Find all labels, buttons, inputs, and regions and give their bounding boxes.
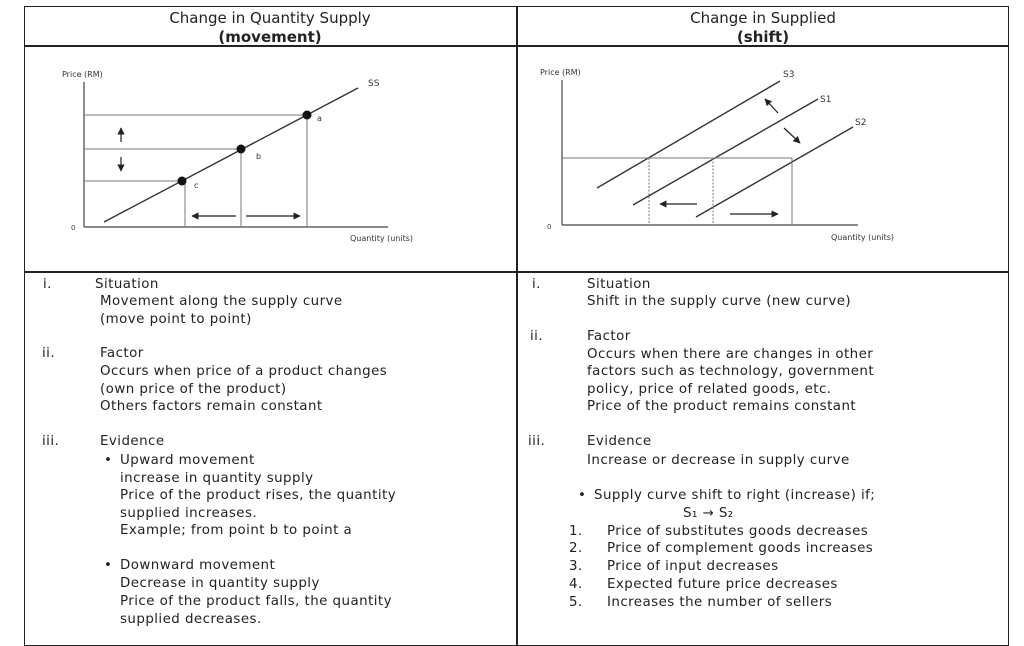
upward-movement-label: Upward movement [120,453,255,468]
right-y-label: Price (RM) [540,68,581,77]
condition-number-2: 2. [569,541,583,556]
left-factor-line-3: Others factors remain constant [100,399,323,414]
right-factor-line-4: Price of the product remains constant [587,399,857,414]
bullet-icon: • [104,453,113,468]
condition-number-3: 3. [569,559,583,574]
s1-supply-curve [632,98,819,206]
upward-line-4: Example; from point b to point a [120,523,353,538]
left-header-title: Change in Quantity Supply [169,9,371,27]
upward-line-1: increase in quantity supply [120,471,314,486]
s1-label: S1 [820,95,831,105]
shift-right-condition: Supply curve shift to right (increase) i… [594,488,876,503]
left-factor-line-1: Occurs when price of a product changes [100,364,388,379]
left-header-subtitle: (movement) [218,28,322,46]
right-factor-number: ii. [530,329,544,344]
right-situation-heading: Situation [587,277,651,292]
right-x-label: Quantity (units) [831,233,894,242]
shift-up-arrow-icon [764,98,779,114]
right-evidence-number: iii. [528,434,546,449]
condition-text-5: Increases the number of sellers [607,595,833,610]
movement-graph: Price (RM) SS a b c 0 Quantity (units) [62,70,413,243]
column-divider [516,6,518,646]
condition-number-1: 1. [569,524,583,539]
right-evidence-heading: Evidence [587,434,652,449]
right-origin-label: 0 [547,223,551,231]
downward-movement-label: Downward movement [120,558,276,573]
left-factor-line-2: (own price of the product) [100,382,287,397]
right-factor-line-3: policy, price of related goods, etc. [587,382,832,397]
header-divider [24,45,1009,47]
right-factor-line-2: factors such as technology, government [587,364,875,379]
upward-line-3: supplied increases. [120,506,258,521]
left-x-label: Quantity (units) [350,234,413,243]
right-header-subtitle: (shift) [736,28,790,46]
point-c-label: c [194,181,198,190]
condition-text-4: Expected future price decreases [607,577,838,592]
bullet-icon: • [578,488,587,503]
shift-graph: Price (RM) S3 S1 S2 0 Quantity (units) [540,68,894,242]
right-factor-heading: Factor [587,329,631,344]
left-origin-label: 0 [71,224,75,232]
point-b-label: b [256,152,261,161]
shift-down-arrow-icon [783,127,801,144]
upward-line-2: Price of the product rises, the quantity [120,488,397,503]
downward-line-2: Price of the product falls, the quantity [120,594,392,609]
point-a-label: a [317,114,322,123]
left-situation-line-2: (move point to point) [100,312,252,327]
right-evidence-line-1: Increase or decrease in supply curve [587,453,850,468]
s2-supply-curve [695,126,854,218]
shift-formula: S₁ → S₂ [683,506,734,521]
right-header: Change in Supplied (shift) [517,9,1009,47]
point-b-dot [236,144,246,154]
downward-line-3: supplied decreases. [120,612,262,627]
right-situation-number: i. [532,277,541,292]
left-situation-line-1: Movement along the supply curve [100,294,343,309]
left-evidence-heading: Evidence [100,434,165,449]
left-header: Change in Quantity Supply (movement) [24,9,516,47]
right-header-title: Change in Supplied [690,9,836,27]
right-situation-line-1: Shift in the supply curve (new curve) [587,294,852,309]
right-factor-line-1: Occurs when there are changes in other [587,347,874,362]
point-a-dot [302,110,312,120]
downward-line-1: Decrease in quantity supply [120,576,320,591]
s2-label: S2 [855,118,866,128]
condition-text-2: Price of complement goods increases [607,541,874,556]
condition-number-5: 5. [569,595,583,610]
ss-label: SS [368,79,380,89]
left-situation-heading: Situation [95,277,159,292]
condition-text-1: Price of substitutes goods decreases [607,524,869,539]
bullet-icon: • [104,558,113,573]
condition-text-3: Price of input decreases [607,559,779,574]
condition-number-4: 4. [569,577,583,592]
graph-divider [24,271,1009,273]
point-c-dot [177,176,187,186]
left-situation-number: i. [43,277,52,292]
s3-supply-curve [596,80,781,189]
left-factor-heading: Factor [100,346,144,361]
ss-supply-curve [103,87,359,223]
s3-label: S3 [783,70,794,80]
left-factor-number: ii. [42,346,56,361]
left-y-label: Price (RM) [62,70,103,79]
left-evidence-number: iii. [42,434,60,449]
